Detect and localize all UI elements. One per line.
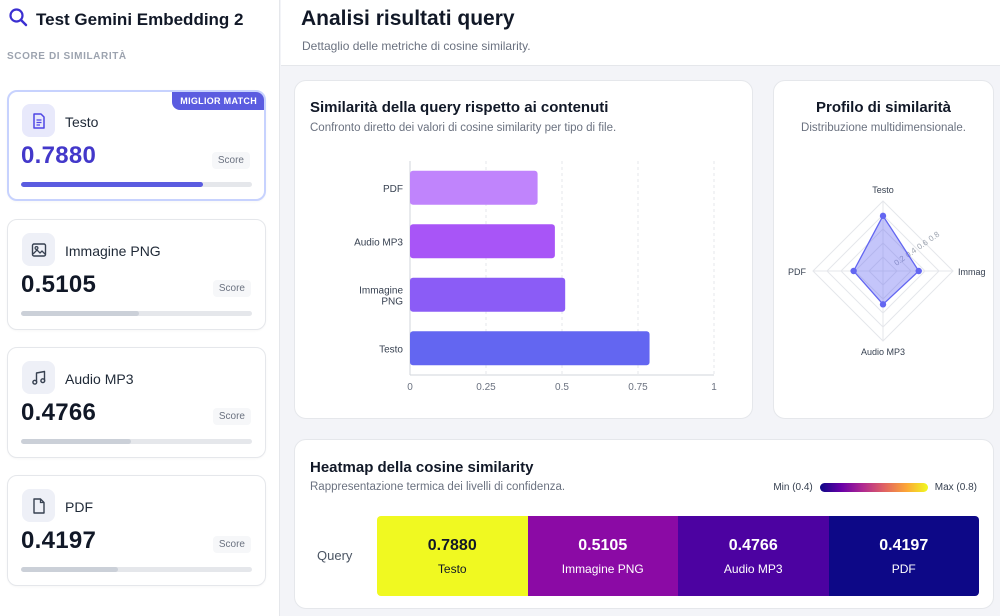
card-value: 0.4197 — [21, 527, 97, 554]
heatmap-cell-label: Testo — [437, 561, 467, 576]
radar-point — [850, 267, 857, 275]
heatmap-cell-label: PDF — [891, 561, 916, 576]
bar-chart-panel: Similarità della query rispetto ai conte… — [294, 80, 753, 419]
bar — [410, 170, 538, 205]
radar-chart-panel: Profilo di similarità Distribuzione mult… — [773, 80, 994, 419]
heatmap-cell-label: Immagine PNG — [561, 561, 644, 576]
page-header: Analisi risultati query Dettaglio delle … — [281, 0, 1000, 66]
heatmap-cell: 0.4766 Audio MP3 — [678, 516, 829, 596]
radar-axis-label: Immag — [958, 267, 986, 277]
heatmap-cell-value: 0.5105 — [578, 536, 628, 554]
heatmap-legend: Min (0.4) Max (0.8) — [773, 482, 977, 493]
score-progress-fill — [21, 182, 204, 187]
card-value: 0.4766 — [21, 399, 97, 426]
score-progress — [21, 311, 252, 316]
score-progress-fill — [21, 439, 132, 444]
score-card-audio-mp3[interactable]: Audio MP3 0.4766 Score — [7, 347, 266, 458]
score-progress — [21, 567, 252, 572]
heatmap-cell-label: Audio MP3 — [723, 561, 783, 576]
x-tick-label: 0.75 — [628, 382, 648, 393]
heatmap-cell-value: 0.7880 — [427, 536, 477, 554]
y-tick-label: Audio MP3 — [354, 237, 403, 248]
score-chip: Score — [212, 280, 251, 297]
bar — [410, 224, 555, 259]
radar-ring-label: 0.8 — [927, 229, 942, 243]
app-brand: Test Gemini Embedding 2 — [8, 7, 244, 32]
radar-chart-title: Profilo di similarità — [815, 99, 952, 116]
document-icon — [22, 104, 55, 137]
y-tick-label: Testo — [379, 344, 403, 355]
score-chip: Score — [211, 152, 250, 169]
card-value: 0.5105 — [21, 271, 97, 298]
score-chip: Score — [212, 536, 251, 553]
page-title: Analisi risultati query — [301, 7, 515, 30]
score-progress-fill — [21, 311, 139, 316]
heatmap-cell-value: 0.4766 — [728, 536, 778, 554]
music-icon — [22, 361, 55, 394]
heatmap-cell: 0.5105 Immagine PNG — [527, 516, 678, 596]
card-name: PDF — [65, 499, 93, 515]
section-label: SCORE DI SIMILARITÀ — [7, 51, 127, 62]
radar-point — [879, 212, 887, 220]
app-title: Test Gemini Embedding 2 — [36, 9, 244, 29]
best-match-badge: MIGLIOR MATCH — [172, 92, 264, 110]
radar-axis-label: Audio MP3 — [861, 347, 905, 357]
bar — [410, 331, 650, 366]
bar-chart-subtitle: Confronto diretto dei valori di cosine s… — [310, 122, 617, 134]
heatmap-panel: Heatmap della cosine similarity Rapprese… — [294, 439, 994, 609]
radar-area — [852, 214, 920, 306]
radar-point — [879, 301, 887, 308]
search-icon — [8, 7, 28, 32]
bar-chart-title: Similarità della query rispetto ai conte… — [310, 99, 609, 116]
bar — [410, 277, 566, 312]
score-card-immagine-png[interactable]: Immagine PNG 0.5105 Score — [7, 219, 266, 330]
x-tick-label: 0.25 — [476, 382, 496, 393]
radar-axis-label: PDF — [788, 267, 807, 277]
heatmap-row-label: Query — [317, 548, 353, 563]
radar-axis-label: Testo — [872, 185, 894, 195]
card-name: Immagine PNG — [65, 243, 161, 259]
sidebar: Test Gemini Embedding 2 SCORE DI SIMILAR… — [0, 0, 280, 616]
card-name: Testo — [65, 114, 99, 130]
score-card-testo[interactable]: MIGLIOR MATCH Testo 0.7880 Score — [7, 90, 266, 201]
y-tick-label: PNG — [381, 296, 403, 307]
heatmap-title: Heatmap della cosine similarity — [310, 459, 534, 476]
legend-gradient — [819, 483, 928, 492]
x-tick-label: 1 — [711, 382, 717, 393]
heatmap-cell-value: 0.4197 — [879, 536, 929, 554]
heatmap-cell: 0.4197 PDF — [828, 516, 979, 596]
x-tick-label: 0.5 — [555, 382, 569, 393]
heatmap-cell: 0.7880 Testo — [377, 516, 528, 596]
page-subtitle: Dettaglio delle metriche di cosine simil… — [302, 39, 531, 53]
score-progress — [21, 182, 252, 187]
legend-max-label: Max (0.8) — [934, 482, 977, 493]
x-tick-label: 0 — [407, 382, 413, 393]
file-icon — [22, 489, 55, 522]
heatmap-row: 0.7880 Testo 0.5105 Immagine PNG 0.4766 Audio… — [377, 440, 979, 610]
radar-chart-subtitle: Distribuzione multidimensionale. — [801, 122, 966, 134]
score-chip: Score — [212, 408, 251, 425]
radar-point — [915, 267, 922, 275]
card-name: Audio MP3 — [65, 371, 134, 387]
score-progress-fill — [21, 567, 118, 572]
legend-min-label: Min (0.4) — [773, 482, 813, 493]
image-icon — [22, 233, 55, 266]
y-tick-label: PDF — [383, 184, 403, 195]
score-progress — [21, 439, 252, 444]
y-tick-label: Immagine — [359, 285, 403, 296]
heatmap-subtitle: Rappresentazione termica dei livelli di … — [310, 481, 566, 493]
card-value: 0.7880 — [21, 142, 97, 169]
score-card-pdf[interactable]: PDF 0.4197 Score — [7, 475, 266, 586]
